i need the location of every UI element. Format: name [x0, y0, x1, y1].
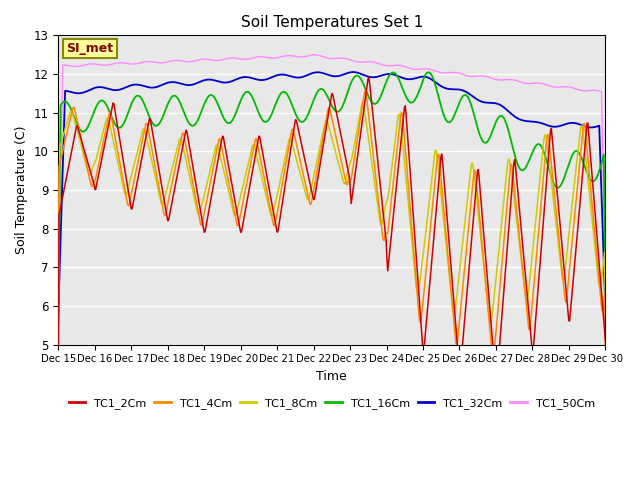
Legend: TC1_2Cm, TC1_4Cm, TC1_8Cm, TC1_16Cm, TC1_32Cm, TC1_50Cm: TC1_2Cm, TC1_4Cm, TC1_8Cm, TC1_16Cm, TC1…	[64, 394, 600, 413]
Text: SI_met: SI_met	[67, 42, 114, 55]
Y-axis label: Soil Temperature (C): Soil Temperature (C)	[15, 126, 28, 254]
Title: Soil Temperatures Set 1: Soil Temperatures Set 1	[241, 15, 423, 30]
X-axis label: Time: Time	[316, 370, 347, 383]
